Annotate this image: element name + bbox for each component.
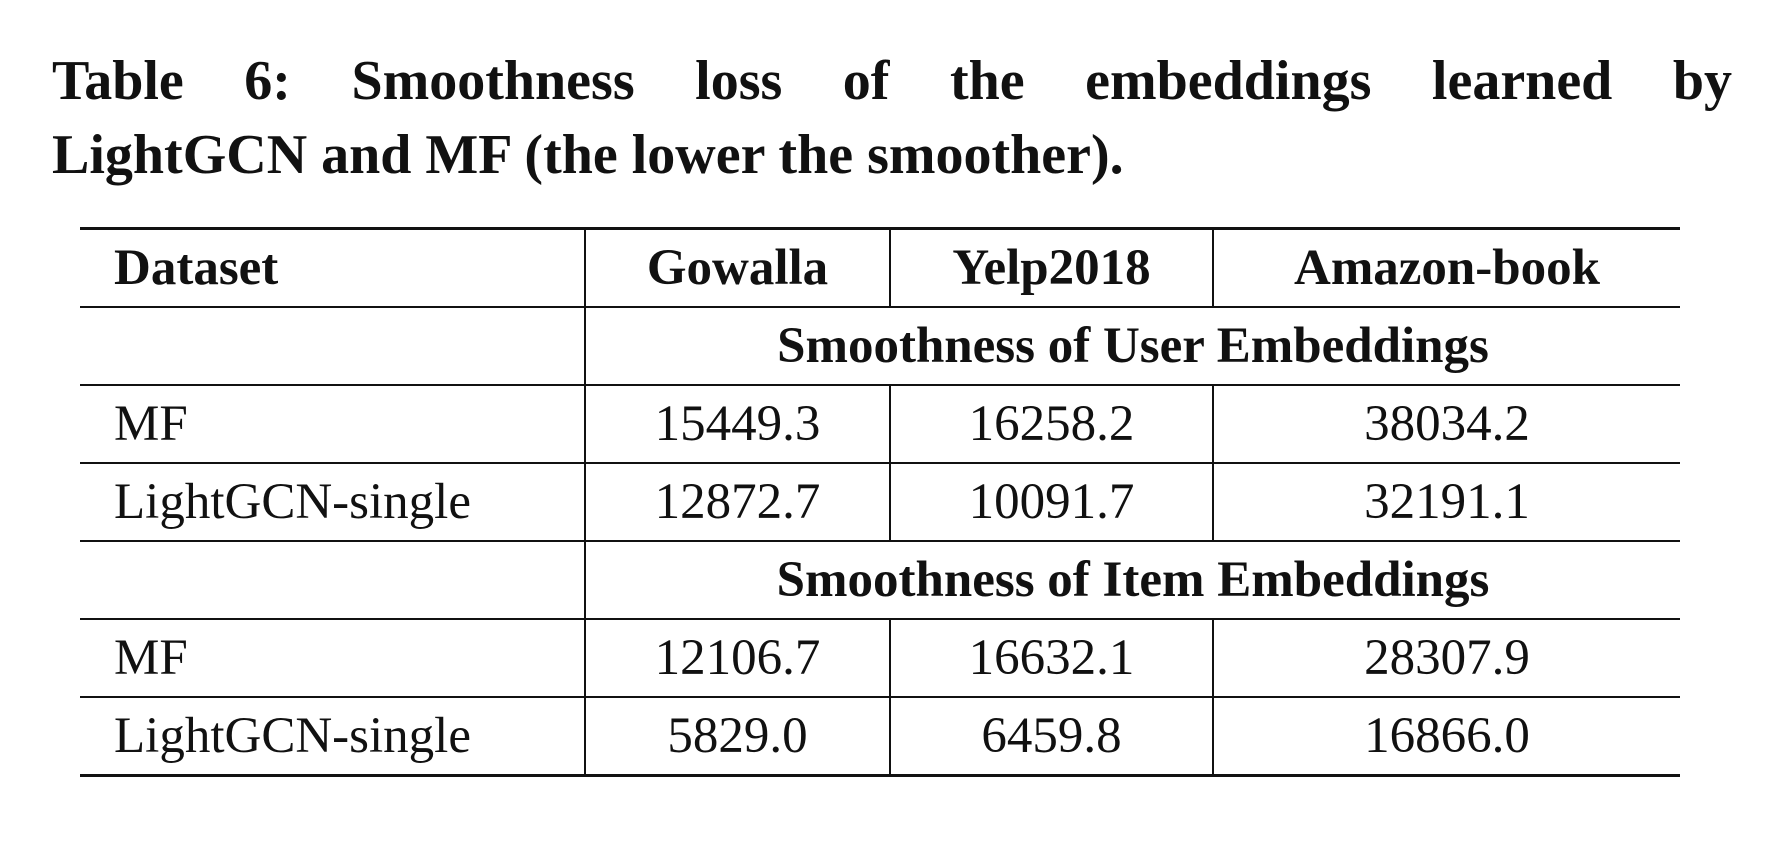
section-row-user: Smoothness of User Embeddings xyxy=(80,307,1680,386)
cell-amazon-book: 32191.1 xyxy=(1213,463,1680,542)
row-label: MF xyxy=(80,619,586,698)
table-row: LightGCN-single 12872.7 10091.7 32191.1 xyxy=(80,463,1680,542)
row-label: LightGCN-single xyxy=(80,697,586,777)
caption-line-1: Table 6: Smoothness loss of the embeddin… xyxy=(52,50,1732,112)
section-title-user: Smoothness of User Embeddings xyxy=(585,307,1680,386)
section-title-item: Smoothness of Item Embeddings xyxy=(585,541,1680,620)
smoothness-table: Dataset Gowalla Yelp2018 Amazon-book Smo… xyxy=(80,227,1680,777)
cell-amazon-book: 38034.2 xyxy=(1213,385,1680,464)
table-row: MF 15449.3 16258.2 38034.2 xyxy=(80,385,1680,464)
cell-gowalla: 5829.0 xyxy=(585,697,891,777)
header-gowalla: Gowalla xyxy=(585,227,891,308)
cell-yelp2018: 16632.1 xyxy=(890,619,1214,698)
row-label: MF xyxy=(80,385,586,464)
header-amazon-book: Amazon-book xyxy=(1213,227,1680,308)
row-label: LightGCN-single xyxy=(80,463,586,542)
table-row: LightGCN-single 5829.0 6459.8 16866.0 xyxy=(80,697,1680,777)
table-row: MF 12106.7 16632.1 28307.9 xyxy=(80,619,1680,698)
cell-yelp2018: 16258.2 xyxy=(890,385,1214,464)
cell-gowalla: 12872.7 xyxy=(585,463,891,542)
table-caption: Table 6: Smoothness loss of the embeddin… xyxy=(52,44,1732,192)
cell-gowalla: 15449.3 xyxy=(585,385,891,464)
cell-amazon-book: 28307.9 xyxy=(1213,619,1680,698)
section-label-empty xyxy=(80,541,586,620)
section-label-empty xyxy=(80,307,586,386)
cell-gowalla: 12106.7 xyxy=(585,619,891,698)
section-row-item: Smoothness of Item Embeddings xyxy=(80,541,1680,620)
header-yelp2018: Yelp2018 xyxy=(890,227,1214,308)
header-row: Dataset Gowalla Yelp2018 Amazon-book xyxy=(80,227,1680,308)
cell-yelp2018: 6459.8 xyxy=(890,697,1214,777)
caption-line-2: LightGCN and MF (the lower the smoother)… xyxy=(52,124,1124,186)
cell-yelp2018: 10091.7 xyxy=(890,463,1214,542)
header-dataset: Dataset xyxy=(80,227,586,308)
cell-amazon-book: 16866.0 xyxy=(1213,697,1680,777)
